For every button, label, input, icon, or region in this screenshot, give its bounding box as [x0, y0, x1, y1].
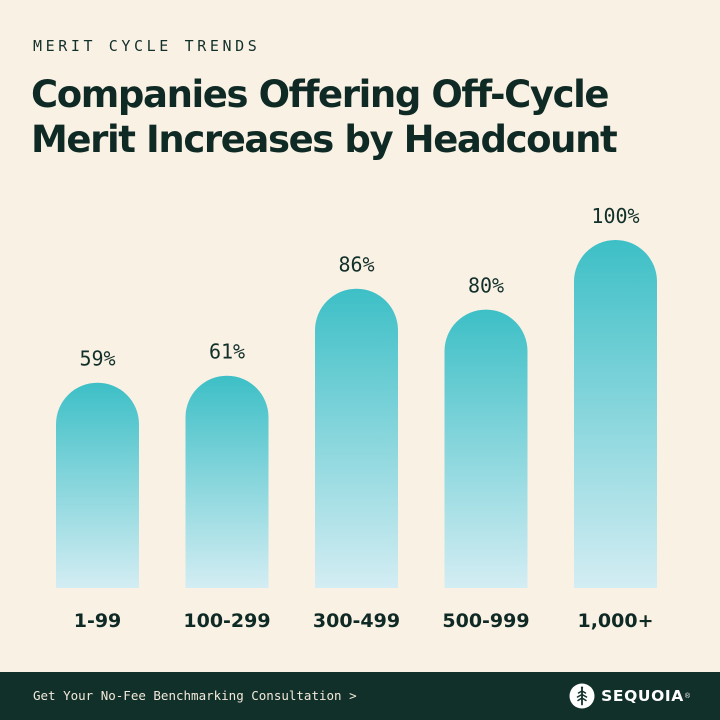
value-label: 61%: [209, 340, 245, 364]
bar-1-99: [56, 382, 139, 588]
brand-name: SEQUOIA: [601, 687, 684, 705]
registered-mark: ®: [684, 692, 690, 700]
chart-title: Companies Offering Off-Cycle Merit Incre…: [31, 73, 618, 161]
value-label: 100%: [591, 204, 639, 228]
category-label: 100-299: [183, 610, 270, 632]
value-label: 80%: [468, 274, 504, 298]
footer-bar: Get Your No-Fee Benchmarking Consultatio…: [0, 672, 720, 720]
bar-300-499: [315, 288, 398, 588]
eyebrow-label: MERIT CYCLE TRENDS: [33, 37, 261, 55]
sequoia-logo: SEQUOIA ®: [569, 682, 690, 710]
value-label: 86%: [338, 253, 374, 277]
category-label: 1-99: [74, 610, 122, 632]
bar-chart: 59% 61% 86% 80% 100% 1-99 100-299 300-499 500-9…: [56, 204, 657, 632]
bar-500-999: [444, 309, 528, 588]
benchmarking-consultation-link[interactable]: Get Your No-Fee Benchmarking Consultatio…: [33, 688, 357, 703]
value-label: 59%: [79, 347, 115, 371]
category-label: 1,000+: [577, 610, 653, 632]
category-label: 500-999: [442, 610, 529, 632]
bar-1,000+: [574, 240, 657, 588]
category-label: 300-499: [313, 610, 400, 632]
sequoia-tree-icon: [569, 683, 595, 709]
bar-100-299: [185, 375, 269, 588]
